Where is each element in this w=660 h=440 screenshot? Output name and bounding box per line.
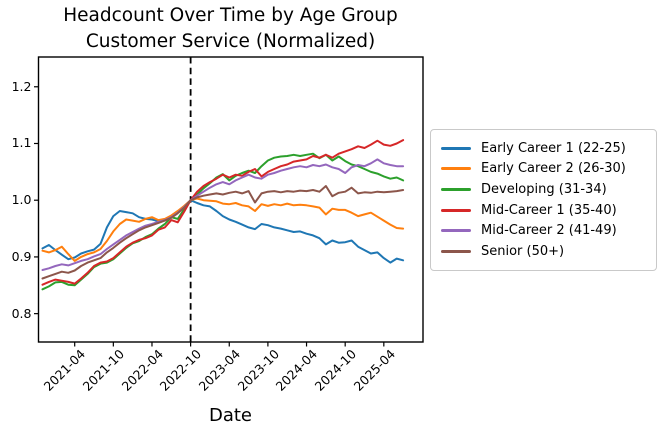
legend-label-early-career-2: Early Career 2 (26-30) xyxy=(481,161,626,177)
plot-border xyxy=(37,56,424,343)
legend-item-mid-career-2: Mid-Career 2 (41-49) xyxy=(441,220,648,241)
legend: Early Career 1 (22-25) Early Career 2 (26… xyxy=(430,129,657,271)
series-line-mid-career-2 xyxy=(41,158,405,271)
legend-item-developing: Developing (31-34) xyxy=(441,179,648,200)
series-line-early-career-1 xyxy=(41,199,405,264)
legend-line-sample-developing xyxy=(441,187,471,191)
legend-line-sample-mid-career-2 xyxy=(441,229,471,233)
legend-item-early-career-2: Early Career 2 (26-30) xyxy=(441,159,648,180)
series-line-mid-career-1 xyxy=(41,139,405,286)
legend-label-early-career-1: Early Career 1 (22-25) xyxy=(481,140,626,156)
legend-item-mid-career-1: Mid-Career 1 (35-40) xyxy=(441,200,648,221)
legend-item-early-career-1: Early Career 1 (22-25) xyxy=(441,138,648,159)
legend-label-mid-career-2: Mid-Career 2 (41-49) xyxy=(481,223,617,239)
legend-label-mid-career-1: Mid-Career 1 (35-40) xyxy=(481,202,617,218)
legend-line-sample-early-career-1 xyxy=(441,146,471,150)
legend-item-senior: Senior (50+) xyxy=(441,241,648,262)
chart-title: Headcount Over Time by Age Group Custome… xyxy=(0,3,461,55)
series-line-senior xyxy=(41,185,405,280)
legend-label-senior: Senior (50+) xyxy=(481,243,565,259)
legend-label-developing: Developing (31-34) xyxy=(481,181,607,197)
legend-line-sample-mid-career-1 xyxy=(441,208,471,212)
chart-title-line1: Headcount Over Time by Age Group xyxy=(63,5,398,26)
series-line-early-career-2 xyxy=(41,197,405,262)
legend-line-sample-early-career-2 xyxy=(441,167,471,171)
legend-line-sample-senior xyxy=(441,249,471,253)
chart-title-line2: Customer Service (Normalized) xyxy=(85,31,376,52)
x-axis-label: Date xyxy=(208,405,253,426)
